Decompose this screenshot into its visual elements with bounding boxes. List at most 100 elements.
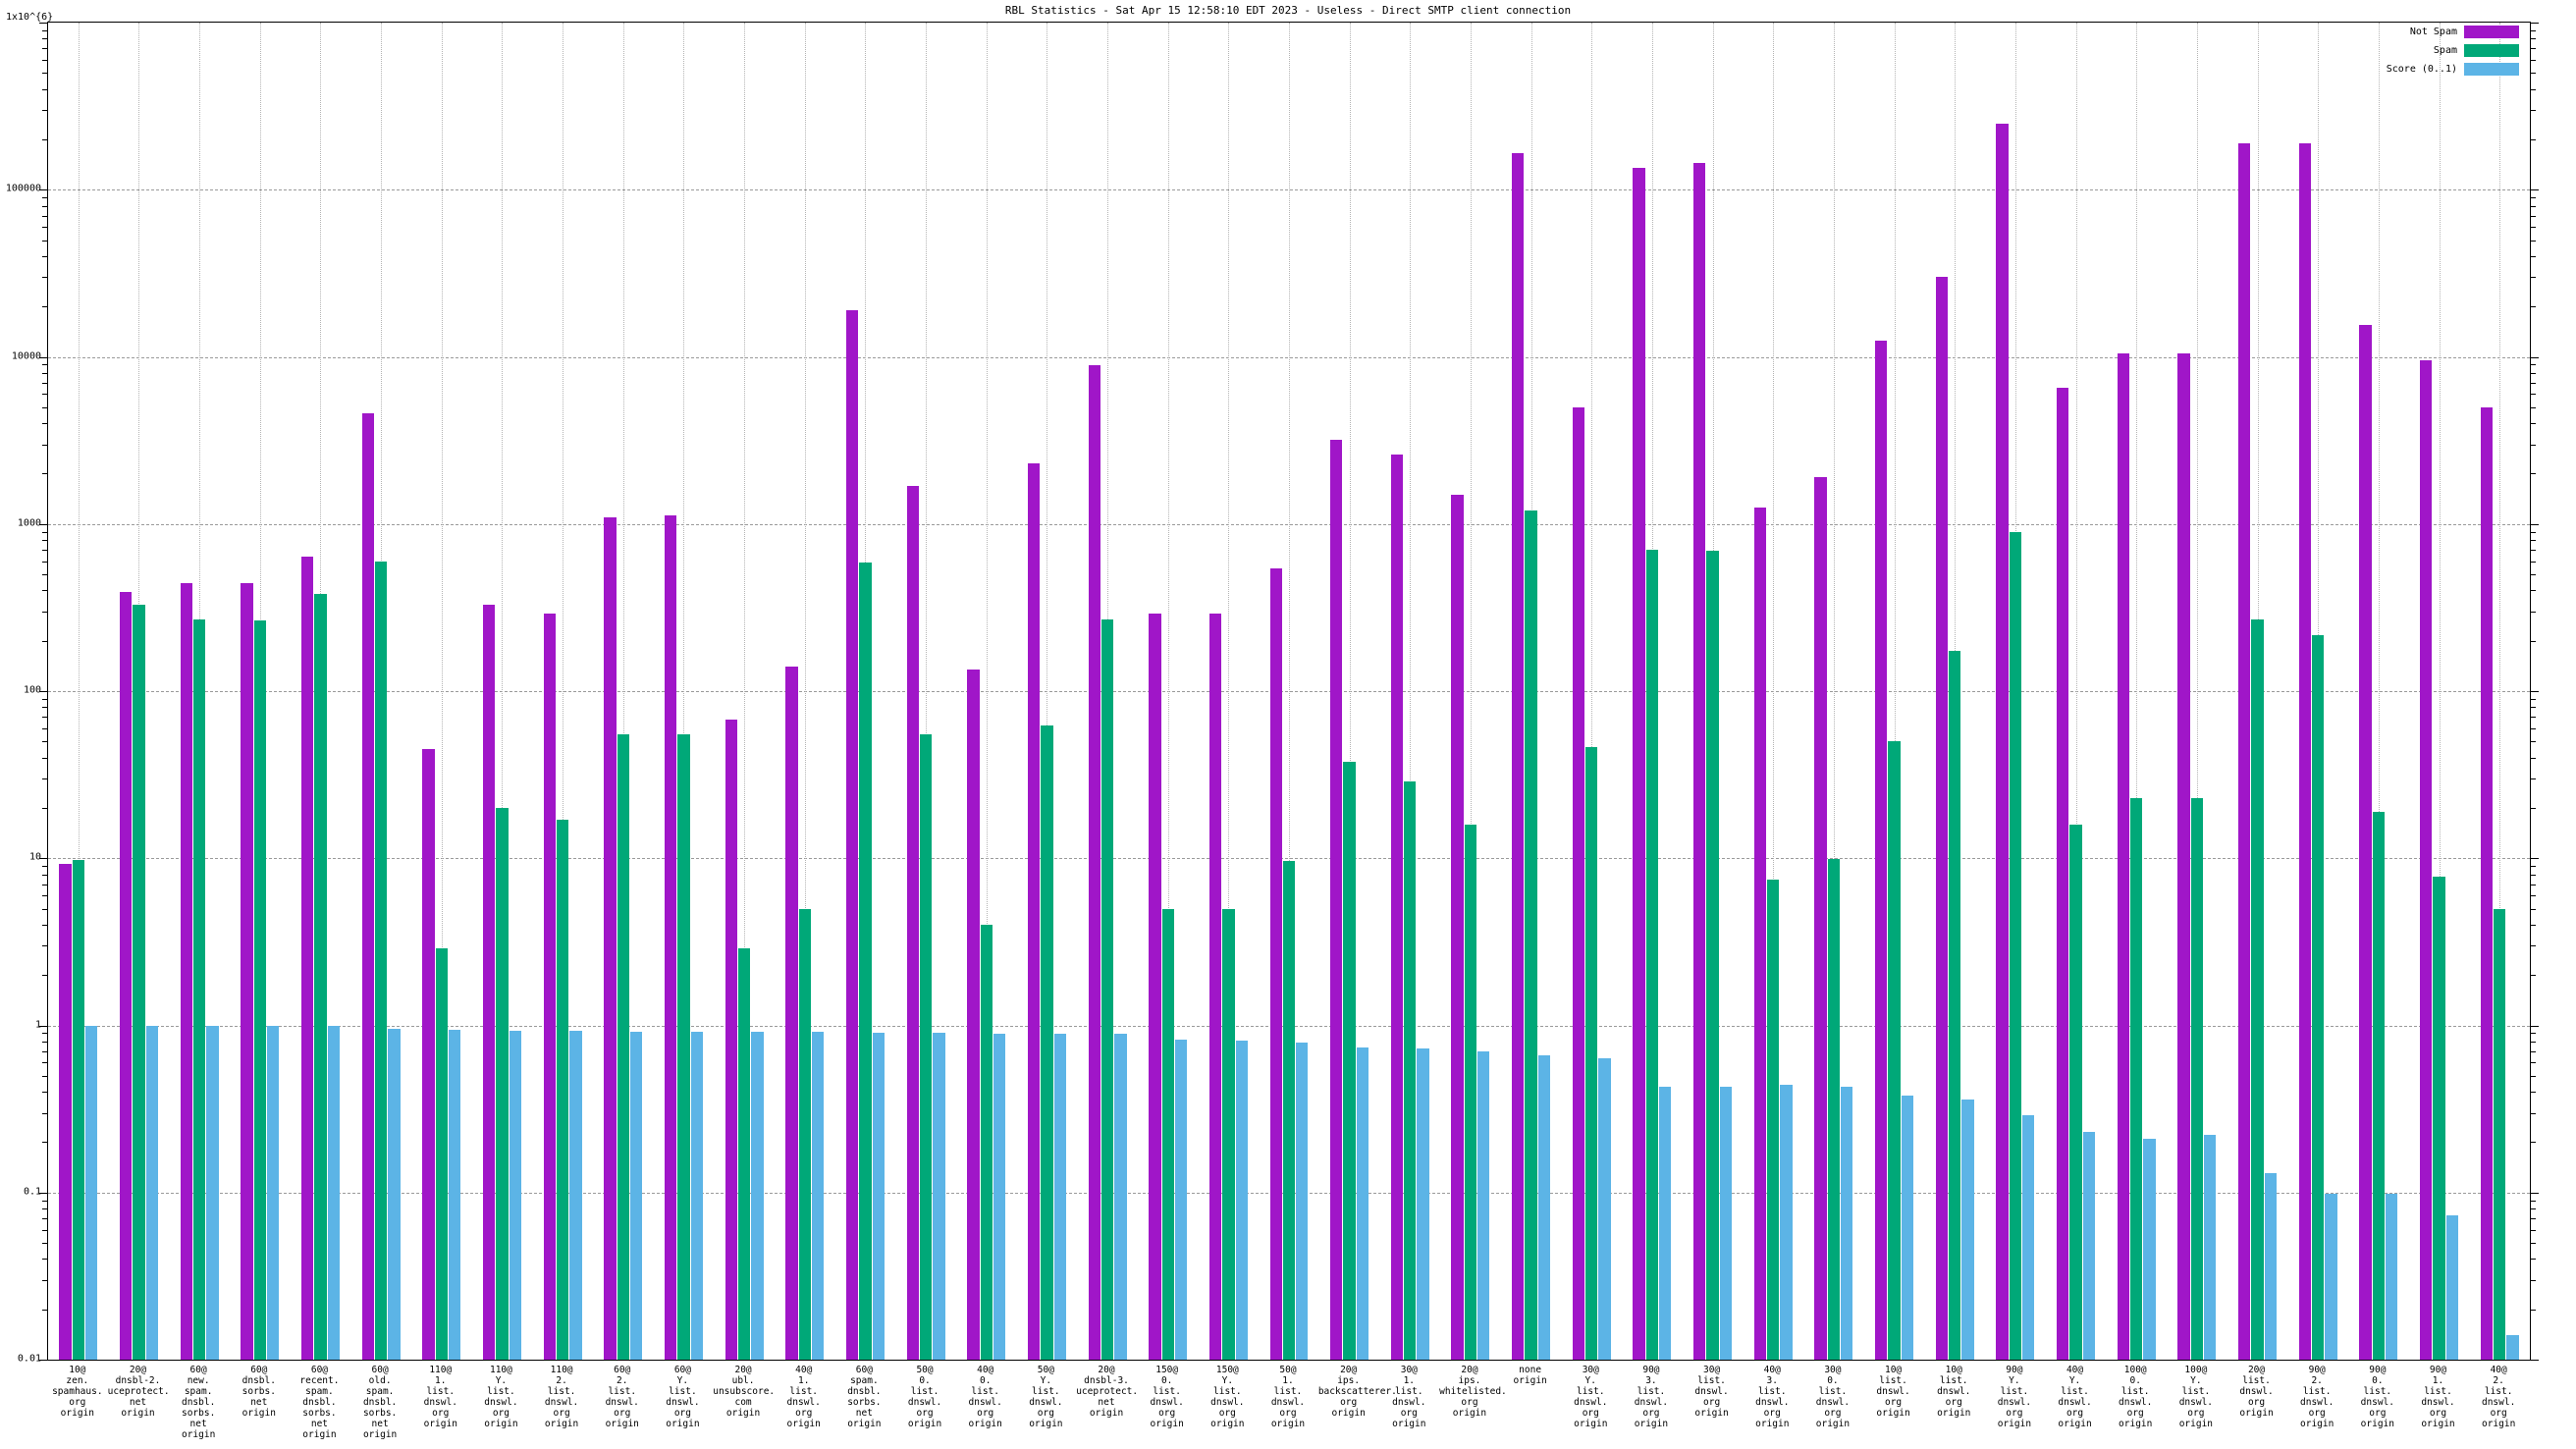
bar-not-spam[interactable] [543,614,556,1360]
bar-not-spam[interactable] [1814,477,1827,1360]
bar-spam[interactable] [2494,908,2506,1360]
bar-spam[interactable] [1706,551,1719,1360]
bar-spam[interactable] [1767,879,1780,1360]
bar-not-spam[interactable] [300,556,314,1360]
bar-group[interactable] [2117,23,2156,1360]
bar-not-spam[interactable] [119,592,133,1360]
bar-group[interactable] [1330,23,1369,1360]
bar-spam[interactable] [2251,618,2264,1360]
bar-spam[interactable] [1041,725,1053,1360]
bar-not-spam[interactable] [724,719,737,1360]
bar-score[interactable] [448,1030,461,1360]
bar-spam[interactable] [677,734,690,1360]
bar-score[interactable] [388,1028,401,1360]
bar-not-spam[interactable] [1996,123,2009,1360]
bar-group[interactable] [1875,23,1914,1360]
bar-spam[interactable] [859,562,872,1360]
bar-score[interactable] [84,1025,98,1360]
bar-not-spam[interactable] [59,864,72,1360]
bar-spam[interactable] [737,947,751,1360]
bar-spam[interactable] [2069,824,2082,1360]
bar-score[interactable] [1537,1055,1551,1360]
bar-group[interactable] [724,23,764,1360]
bar-spam[interactable] [2190,797,2204,1360]
bar-score[interactable] [1053,1034,1066,1360]
bar-not-spam[interactable] [1753,508,1767,1360]
bar-score[interactable] [145,1025,158,1360]
bar-score[interactable] [1174,1040,1188,1360]
bar-not-spam[interactable] [482,604,496,1360]
bar-not-spam[interactable] [2298,142,2312,1360]
bar-score[interactable] [2204,1135,2217,1360]
bar-spam[interactable] [798,908,811,1360]
bar-not-spam[interactable] [2238,142,2251,1360]
bar-not-spam[interactable] [1149,614,1161,1360]
bar-spam[interactable] [72,859,84,1360]
bar-not-spam[interactable] [604,516,617,1360]
bar-not-spam[interactable] [1269,568,1282,1360]
bar-score[interactable] [2445,1215,2458,1360]
bar-score[interactable] [811,1032,825,1360]
bar-score[interactable] [2143,1138,2156,1360]
bar-not-spam[interactable] [906,485,919,1360]
bar-group[interactable] [2057,23,2096,1360]
bar-score[interactable] [509,1030,521,1360]
bar-score[interactable] [206,1025,219,1360]
bar-group[interactable] [1208,23,1248,1360]
bar-spam[interactable] [1525,510,1537,1360]
bar-not-spam[interactable] [1512,153,1525,1360]
bar-group[interactable] [1451,23,1490,1360]
bar-spam[interactable] [1949,650,1961,1360]
bar-score[interactable] [2264,1173,2278,1360]
bar-not-spam[interactable] [785,667,798,1360]
bar-not-spam[interactable] [1875,341,1888,1360]
bar-not-spam[interactable] [664,514,677,1360]
bar-score[interactable] [1780,1085,1793,1360]
bar-not-spam[interactable] [2117,352,2130,1360]
bar-score[interactable] [327,1025,340,1360]
bar-score[interactable] [1719,1086,1733,1360]
bar-group[interactable] [422,23,461,1360]
bar-group[interactable] [1088,23,1127,1360]
bar-score[interactable] [2325,1194,2337,1360]
bar-group[interactable] [2359,23,2398,1360]
bar-not-spam[interactable] [1208,614,1222,1360]
bar-score[interactable] [1961,1100,1974,1360]
bar-spam[interactable] [1404,780,1417,1360]
bar-score[interactable] [1296,1042,1309,1360]
bar-group[interactable] [241,23,280,1360]
bar-spam[interactable] [1100,618,1114,1360]
bar-not-spam[interactable] [2057,388,2069,1360]
bar-not-spam[interactable] [1633,168,1645,1360]
bar-spam[interactable] [980,925,993,1360]
bar-not-spam[interactable] [1088,365,1100,1360]
bar-group[interactable] [1814,23,1853,1360]
bar-spam[interactable] [1464,824,1477,1360]
bar-group[interactable] [119,23,158,1360]
bar-group[interactable] [906,23,945,1360]
bar-spam[interactable] [2312,635,2325,1360]
bar-spam[interactable] [1585,747,1598,1360]
bar-group[interactable] [300,23,340,1360]
bar-not-spam[interactable] [1693,162,1706,1360]
bar-spam[interactable] [133,604,145,1360]
bar-group[interactable] [361,23,401,1360]
bar-spam[interactable] [435,947,448,1360]
bar-score[interactable] [1417,1047,1429,1360]
bar-score[interactable] [751,1032,764,1360]
bar-group[interactable] [664,23,703,1360]
bar-spam[interactable] [1827,859,1841,1360]
bar-group[interactable] [1572,23,1611,1360]
bar-group[interactable] [1935,23,1974,1360]
bar-group[interactable] [1633,23,1672,1360]
bar-group[interactable] [1390,23,1429,1360]
bar-group[interactable] [1512,23,1551,1360]
bar-score[interactable] [1477,1050,1490,1360]
bar-not-spam[interactable] [2480,406,2493,1360]
bar-spam[interactable] [374,561,388,1360]
bar-score[interactable] [1235,1041,1248,1360]
bar-group[interactable] [2420,23,2458,1360]
bar-score[interactable] [569,1030,582,1360]
bar-group[interactable] [2480,23,2519,1360]
bar-score[interactable] [872,1033,885,1360]
